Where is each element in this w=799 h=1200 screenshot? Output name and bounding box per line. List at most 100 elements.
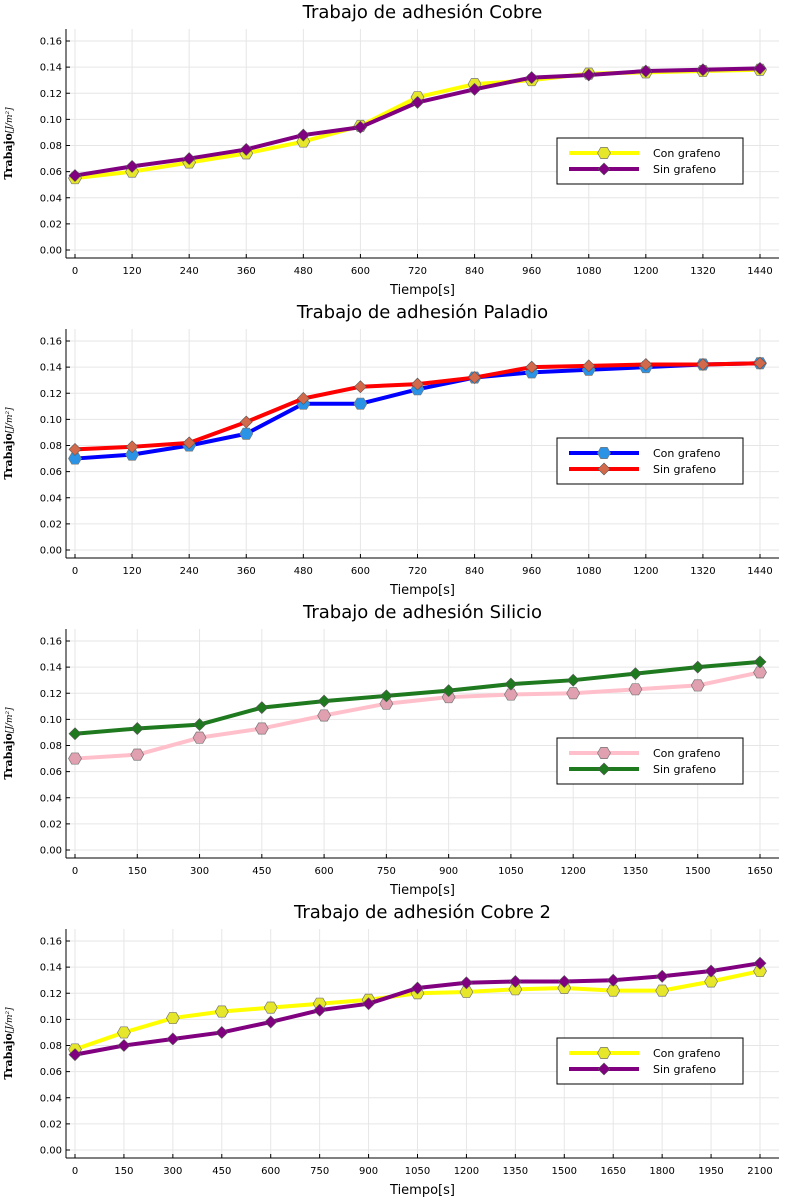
y-tick-label: 0.04 <box>40 493 62 504</box>
data-point-diamond <box>193 718 206 732</box>
data-point-hexagon <box>165 1012 180 1025</box>
data-point-diamond <box>296 128 310 142</box>
data-point-diamond <box>753 655 767 669</box>
x-tick-label: 1440 <box>747 566 772 577</box>
x-tick-label: 480 <box>294 266 313 277</box>
data-point-diamond <box>411 981 424 995</box>
x-tick-label: 1080 <box>576 266 601 277</box>
x-tick-label: 360 <box>237 266 256 277</box>
legend-box <box>556 437 744 485</box>
data-point-diamond <box>582 359 596 373</box>
y-tick-label: 0.02 <box>40 519 62 530</box>
legend-marker-diamond <box>597 162 611 176</box>
y-tick-label: 0.16 <box>40 937 62 948</box>
x-tick-label: 1200 <box>454 1166 479 1177</box>
x-tick-label: 960 <box>522 566 541 577</box>
data-point-hexagon <box>353 397 368 410</box>
data-point-diamond <box>411 377 424 391</box>
x-tick-label: 1050 <box>405 1166 430 1177</box>
y-tick-label: 0.12 <box>40 89 62 100</box>
data-point-diamond <box>639 358 653 371</box>
x-tick-label: 480 <box>294 566 313 577</box>
chart-panel-3: Trabajo de adhesión Cobre 2 0.00 0.02 0.04 0… <box>2 902 779 1198</box>
chart-title: Trabajo de adhesión Paladio <box>296 302 548 323</box>
x-tick-label: 900 <box>439 866 458 877</box>
x-tick-label: 720 <box>408 566 427 577</box>
data-point-diamond <box>468 371 482 384</box>
x-tick-label: 1650 <box>747 866 772 877</box>
data-point-diamond <box>696 63 710 77</box>
x-tick-label: 750 <box>377 866 396 877</box>
data-point-hexagon <box>192 731 207 744</box>
legend-label: Sin grafeno <box>653 763 716 776</box>
y-tick-label: 0.10 <box>40 415 62 426</box>
legend-marker-hexagon <box>597 1047 611 1059</box>
data-point-hexagon <box>68 752 82 765</box>
y-tick-label: 0.02 <box>40 1119 62 1130</box>
data-point-hexagon <box>690 679 705 692</box>
data-point-hexagon <box>704 975 718 988</box>
y-tick-label: 0.00 <box>40 846 62 857</box>
x-tick-label: 1950 <box>698 1166 723 1177</box>
data-point-hexagon <box>655 984 670 997</box>
data-point-diamond <box>379 689 393 703</box>
legend-label: Sin grafeno <box>653 1063 716 1076</box>
data-point-hexagon <box>263 1001 278 1014</box>
x-tick-label: 900 <box>359 1166 378 1177</box>
data-point-diamond <box>442 684 456 698</box>
legend-marker-diamond <box>597 762 611 776</box>
x-tick-label: 840 <box>465 566 484 577</box>
x-tick-label: 1320 <box>690 566 715 577</box>
legend-marker-hexagon <box>597 147 611 159</box>
chart-title: Trabajo de adhesión Silicio <box>302 602 542 623</box>
chart-panel-0: Trabajo de adhesión Cobre 0.00 0.02 0.04 0.0… <box>2 2 779 298</box>
data-point-diamond <box>68 442 82 456</box>
data-point-diamond <box>557 975 571 988</box>
y-tick-label: 0.16 <box>40 37 62 48</box>
data-point-diamond <box>130 722 144 735</box>
chart-title: Trabajo de adhesión Cobre <box>302 2 543 23</box>
x-tick-label: 0 <box>72 866 78 877</box>
data-point-hexagon <box>130 748 145 761</box>
y-tick-label: 0.06 <box>40 767 62 778</box>
x-axis-label: Tiempo[s] <box>389 1183 455 1198</box>
y-tick-label: 0.02 <box>40 819 62 830</box>
y-tick-label: 0.14 <box>40 663 62 674</box>
y-axis-label: Trabajo[J/m²] <box>2 107 15 180</box>
y-tick-label: 0.00 <box>40 1146 62 1157</box>
data-point-diamond <box>525 71 539 84</box>
x-tick-label: 840 <box>465 266 484 277</box>
data-point-diamond <box>566 673 580 687</box>
x-tick-label: 1200 <box>560 866 585 877</box>
data-point-diamond <box>704 964 718 978</box>
x-tick-label: 1320 <box>690 266 715 277</box>
chart-title: Trabajo de adhesión Cobre 2 <box>293 902 551 923</box>
series-line-0 <box>74 670 761 761</box>
x-tick-label: 1650 <box>600 1166 625 1177</box>
y-tick-label: 0.04 <box>40 193 62 204</box>
data-point-diamond <box>753 356 767 370</box>
data-point-diamond <box>696 358 710 371</box>
chart-panel-2: Trabajo de adhesión Silicio 0.00 0.02 0.04 0… <box>2 602 779 898</box>
data-point-hexagon <box>117 1026 131 1039</box>
chart-panel-1: Trabajo de adhesión Paladio 0.00 0.02 0.04 0… <box>2 302 779 598</box>
data-point-diamond <box>508 975 522 988</box>
x-axis-label: Tiempo[s] <box>389 583 455 598</box>
x-tick-label: 1500 <box>552 1166 577 1177</box>
data-point-hexagon <box>214 1005 229 1018</box>
legend-marker-diamond <box>597 462 611 476</box>
legend-box <box>556 137 744 185</box>
data-point-diamond <box>125 440 139 454</box>
x-tick-label: 240 <box>180 566 199 577</box>
y-tick-label: 0.00 <box>40 246 62 257</box>
data-point-hexagon <box>239 427 254 440</box>
data-point-diamond <box>317 694 331 708</box>
legend-label: Con grafeno <box>653 1047 721 1060</box>
data-point-diamond <box>468 82 482 96</box>
y-axis-label: Trabajo[J/m²] <box>2 707 15 780</box>
y-tick-label: 0.12 <box>40 989 62 1000</box>
data-point-diamond <box>691 660 705 674</box>
x-tick-label: 1800 <box>649 1166 674 1177</box>
x-tick-label: 1050 <box>498 866 523 877</box>
x-axis-label: Tiempo[s] <box>389 283 455 298</box>
